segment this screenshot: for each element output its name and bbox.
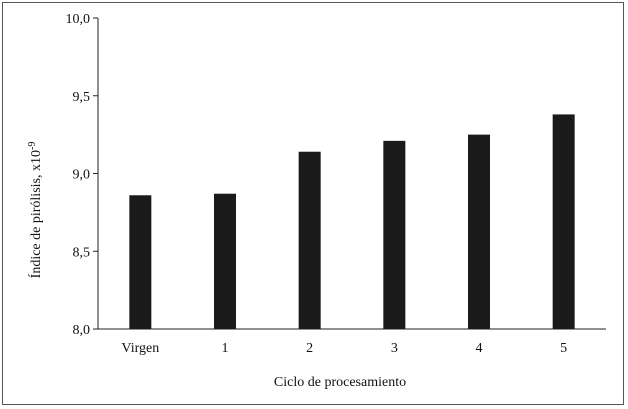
- bar: [552, 114, 575, 329]
- x-tick-label: Virgen: [121, 341, 159, 356]
- bar: [214, 193, 236, 329]
- x-tick-label: 3: [391, 341, 398, 356]
- bar: [129, 195, 152, 329]
- x-ticks: Virgen 1 2 3 4 5: [121, 341, 567, 356]
- y-ticks: 8,0 8,5 9,0 9,5 10,0: [66, 12, 98, 338]
- axes: [97, 18, 606, 330]
- x-tick-label: 2: [306, 341, 313, 356]
- y-tick-label: 9,0: [73, 168, 91, 183]
- y-tick-label: 10,0: [66, 12, 91, 27]
- y-axis-title-main: Índice de pirólisis, x10: [27, 150, 44, 278]
- x-tick-label: 4: [476, 341, 483, 356]
- x-axis-title: Ciclo de procesamiento: [274, 375, 406, 390]
- y-axis-title-exponent: -9: [27, 142, 38, 150]
- y-tick-label: 8,5: [73, 245, 91, 260]
- y-tick-label: 9,5: [73, 90, 91, 105]
- y-tick-label: 8,0: [73, 323, 91, 338]
- bars: [129, 114, 575, 329]
- bar: [468, 134, 490, 329]
- bar: [298, 151, 321, 329]
- bar: [383, 140, 406, 329]
- x-tick-label: 1: [222, 341, 229, 356]
- x-tick-label: 5: [560, 341, 567, 356]
- y-axis-title: Índice de pirólisis, x10-9: [27, 142, 45, 279]
